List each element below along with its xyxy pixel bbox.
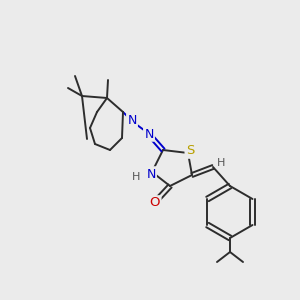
Text: N: N — [144, 128, 154, 140]
Text: O: O — [150, 196, 160, 209]
Text: H: H — [132, 172, 140, 182]
Text: H: H — [217, 158, 225, 168]
Text: N: N — [146, 167, 156, 181]
Text: S: S — [186, 145, 194, 158]
Text: N: N — [127, 115, 137, 128]
